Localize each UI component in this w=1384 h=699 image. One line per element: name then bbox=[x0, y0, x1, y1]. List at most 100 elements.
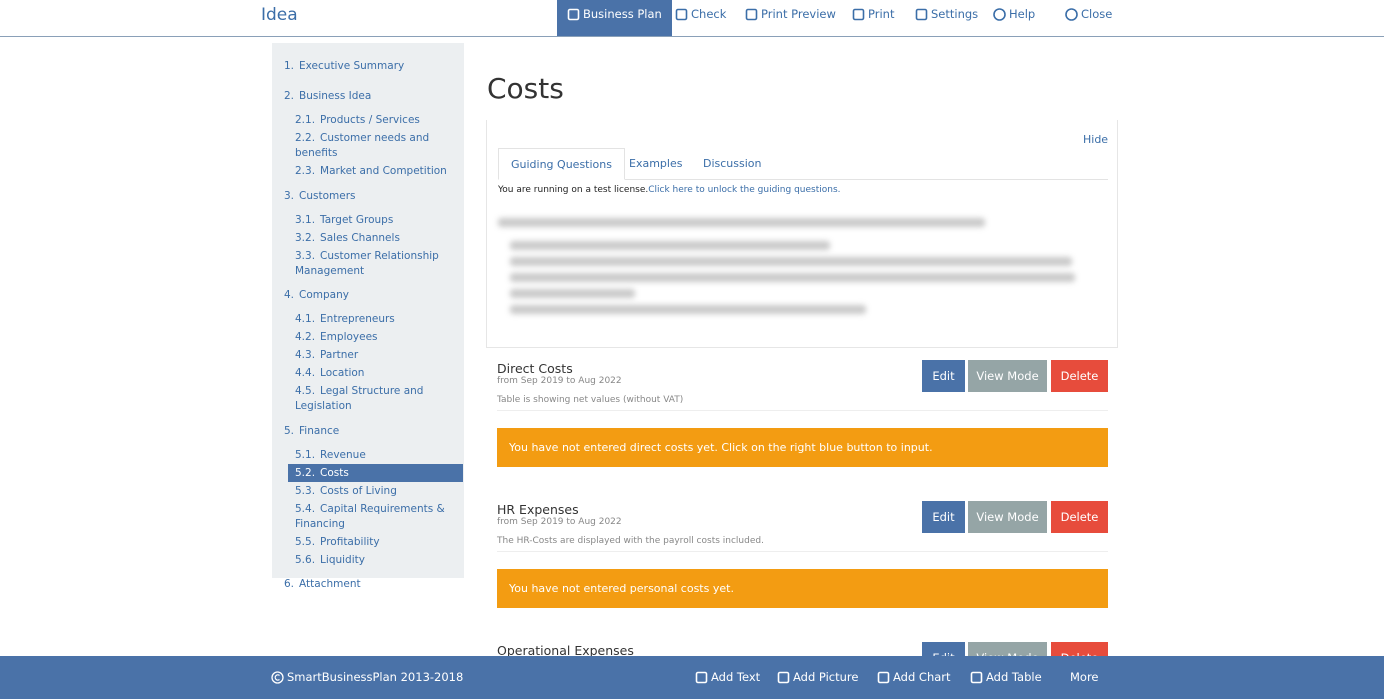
section-label: Business Idea bbox=[299, 90, 372, 102]
subsection-link[interactable]: 5.2. Costs bbox=[288, 464, 463, 482]
divider bbox=[497, 410, 1108, 411]
subsection-link[interactable]: 4.3. Partner bbox=[288, 347, 464, 365]
subsection-number: 5.6. bbox=[295, 553, 316, 566]
subsection-link[interactable]: 5.1. Revenue bbox=[288, 446, 464, 464]
subsection-label: Legal Structure and Legislation bbox=[295, 385, 424, 412]
footer-action[interactable]: Add Table bbox=[970, 656, 1042, 699]
unlock-link[interactable]: Click here to unlock the guiding questio… bbox=[648, 185, 841, 195]
blurred-text bbox=[510, 241, 830, 250]
subsection-label: Market and Competition bbox=[320, 165, 447, 177]
footer-action[interactable]: Add Text bbox=[695, 656, 760, 699]
section-label: Customers bbox=[299, 189, 356, 202]
guide-tab[interactable]: Guiding Questions bbox=[498, 148, 625, 180]
guide-tab[interactable]: Examples bbox=[629, 157, 683, 170]
section-label: Finance bbox=[299, 424, 340, 437]
subsection-number: 5.1. bbox=[295, 448, 316, 461]
icon bbox=[567, 8, 580, 21]
subsection-link[interactable]: 5.3. Costs of Living bbox=[288, 482, 464, 500]
icon bbox=[970, 671, 983, 684]
divider bbox=[497, 551, 1108, 552]
subsection-label: Customer Relationship Management bbox=[295, 249, 439, 277]
blurred-text bbox=[510, 289, 635, 298]
nav-item[interactable]: Settings bbox=[915, 0, 978, 36]
section-label: Executive Summary bbox=[299, 59, 405, 72]
warning-alert: You have not entered personal costs yet. bbox=[497, 569, 1108, 608]
action-button[interactable]: View Mode bbox=[968, 501, 1047, 533]
subsection-link[interactable]: 2.3. Market and Competition bbox=[288, 163, 464, 181]
subsection-number: 4.3. bbox=[295, 349, 316, 361]
icon bbox=[1065, 8, 1078, 21]
subsection-link[interactable]: 5.6. Liquidity bbox=[288, 551, 464, 569]
blurred-text bbox=[510, 257, 1072, 266]
icon bbox=[675, 8, 688, 21]
subsection-number: 5.2. bbox=[295, 466, 316, 479]
subsection-label: Employees bbox=[320, 331, 378, 343]
subsection-label: Capital Requirements & Financing bbox=[295, 502, 445, 530]
subsection-link[interactable]: 4.4. Location bbox=[288, 365, 464, 383]
section-number: 3. bbox=[284, 189, 295, 202]
subsection-link[interactable]: 2.1. Products / Services bbox=[288, 112, 464, 130]
section-number: 4. bbox=[284, 289, 295, 301]
section-title: Direct Costs bbox=[497, 361, 573, 376]
section-link[interactable]: 6. Attachment bbox=[272, 569, 464, 600]
nav-item[interactable]: Help bbox=[993, 0, 1035, 36]
section-number: 6. bbox=[284, 578, 295, 590]
action-button[interactable]: Delete bbox=[1051, 360, 1108, 392]
section-number: 1. bbox=[284, 59, 295, 72]
subsection-link[interactable]: 3.3. Customer Relationship Management bbox=[288, 247, 464, 280]
notice-text: You are running on a test license. bbox=[498, 185, 649, 195]
blurred-text bbox=[498, 218, 985, 227]
copyright-text: SmartBusinessPlan 2013-2018 bbox=[287, 670, 464, 684]
subsection-link[interactable]: 3.2. Sales Channels bbox=[288, 229, 464, 247]
subsection-label: Target Groups bbox=[320, 213, 394, 226]
nav-item[interactable]: Close bbox=[1065, 0, 1112, 36]
icon bbox=[877, 671, 890, 684]
subsection-label: Costs bbox=[320, 466, 349, 479]
guide-panel bbox=[486, 120, 1118, 348]
section-link[interactable]: 1. Executive Summary bbox=[272, 51, 464, 82]
nav-label: Settings bbox=[931, 7, 979, 21]
subsection-label: Profitability bbox=[320, 535, 380, 548]
section-link[interactable]: 3. Customers bbox=[272, 181, 464, 212]
nav-item[interactable]: Print bbox=[852, 0, 894, 36]
footer-action[interactable]: More bbox=[1070, 656, 1099, 699]
top-bar: Idea Business Plan Check Print Preview Prin… bbox=[0, 0, 1384, 37]
action-button[interactable]: View Mode bbox=[968, 360, 1047, 392]
section-link[interactable]: 4. Company bbox=[272, 280, 464, 311]
action-button[interactable]: Edit bbox=[922, 501, 965, 533]
footer-action[interactable]: Add Chart bbox=[877, 656, 951, 699]
subsection-link[interactable]: 2.2. Customer needs and benefits bbox=[288, 130, 464, 163]
subsection-label: Location bbox=[320, 367, 365, 379]
hide-link[interactable]: Hide bbox=[1083, 133, 1109, 146]
subsection-link[interactable]: 4.5. Legal Structure and Legislation bbox=[288, 383, 464, 416]
subsection-number: 4.1. bbox=[295, 313, 316, 325]
warning-alert: You have not entered direct costs yet. C… bbox=[497, 428, 1108, 467]
subsection-link[interactable]: 4.1. Entrepreneurs bbox=[288, 311, 464, 329]
action-button[interactable]: Delete bbox=[1051, 501, 1108, 533]
nav-label: Help bbox=[1009, 7, 1036, 21]
guide-tab[interactable]: Discussion bbox=[703, 157, 762, 170]
subsection-link[interactable]: 5.4. Capital Requirements & Financing bbox=[288, 500, 464, 533]
nav-label: Business Plan bbox=[583, 7, 662, 21]
subsection-number: 4.4. bbox=[295, 367, 316, 379]
subsection-link[interactable]: 5.5. Profitability bbox=[288, 533, 464, 551]
nav-item[interactable]: Print Preview bbox=[745, 0, 836, 36]
tab-line bbox=[498, 179, 1108, 180]
section-link[interactable]: 2. Business Idea bbox=[272, 81, 464, 112]
license-notice: You are running on a test license.Click … bbox=[498, 185, 841, 195]
footer-action-label: Add Picture bbox=[793, 670, 859, 684]
section-link[interactable]: 5. Finance bbox=[272, 416, 464, 447]
action-button[interactable]: Edit bbox=[922, 360, 965, 392]
footer-action-label: Add Table bbox=[986, 670, 1042, 684]
nav-item[interactable]: Check bbox=[675, 0, 726, 36]
footer-action-label: More bbox=[1070, 670, 1099, 684]
section-label: Attachment bbox=[299, 578, 361, 590]
nav-item[interactable]: Business Plan bbox=[557, 0, 672, 36]
subsection-link[interactable]: 4.2. Employees bbox=[288, 329, 464, 347]
subsection-link[interactable]: 3.1. Target Groups bbox=[288, 211, 464, 229]
footer-action[interactable]: Add Picture bbox=[777, 656, 858, 699]
brand[interactable]: Idea bbox=[261, 5, 298, 25]
subsection-label: Revenue bbox=[320, 448, 366, 461]
section-title: Operational Expenses bbox=[497, 643, 634, 658]
